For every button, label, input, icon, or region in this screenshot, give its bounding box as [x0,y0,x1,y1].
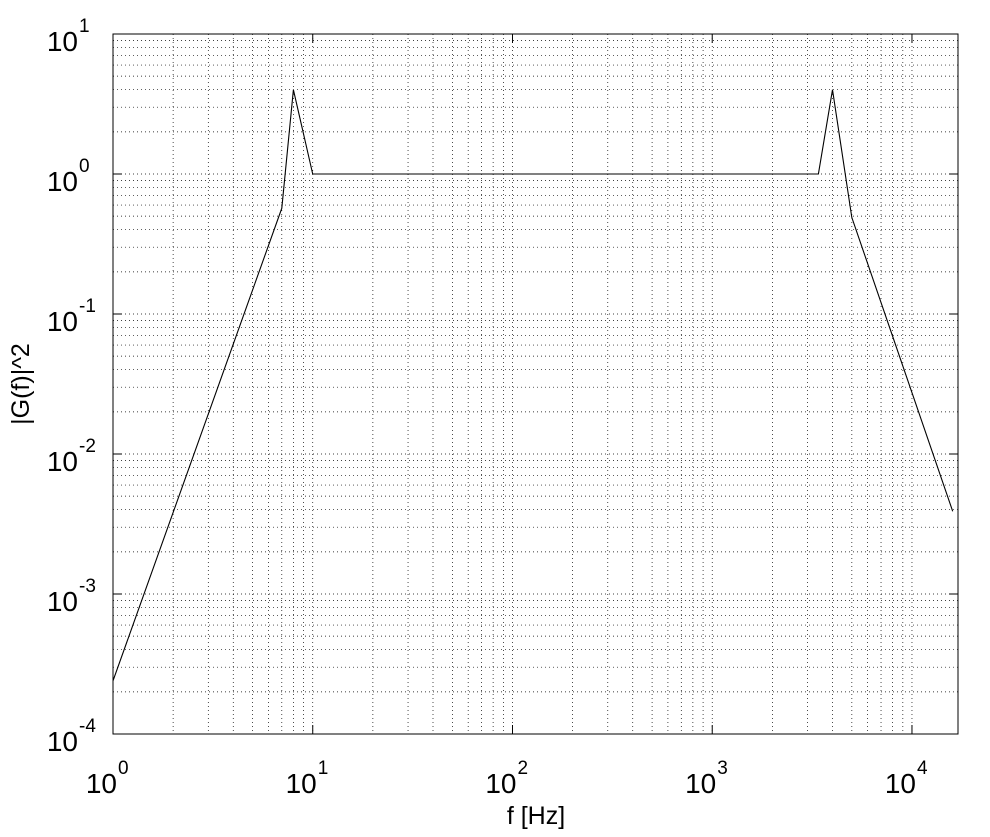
y-tick-label-base: 10 [47,586,78,617]
y-tick-label-base: 10 [47,306,78,337]
x-axis-label: f [Hz] [507,802,565,830]
y-tick-label-exponent: 1 [79,16,90,37]
y-tick-label: 10 -4 [47,716,96,757]
y-tick-label-base: 10 [47,26,78,57]
y-tick-label: 10 0 [47,156,90,197]
x-tick-label: 10 3 [685,758,728,799]
y-tick-label-exponent: -1 [79,296,96,317]
x-tick-label-base: 10 [885,768,916,799]
x-tick-label-base: 10 [286,768,317,799]
y-tick-label: 10 -1 [47,296,96,337]
x-tick-label: 10 0 [86,758,129,799]
plot-frame [112,33,959,735]
x-tick-label-exponent: 2 [517,758,528,779]
x-tick-label-exponent: 3 [717,758,728,779]
x-tick-label-base: 10 [86,768,117,799]
y-tick-label: 10 -3 [47,576,96,617]
plot-background [113,34,958,734]
y-tick-label-exponent: -4 [79,716,96,737]
x-tick-label: 10 2 [485,758,528,799]
y-tick-label-exponent: 0 [79,156,90,177]
series-line [112,89,954,681]
x-tick-label-exponent: 0 [118,758,129,779]
series-layer [112,89,954,681]
grid [113,34,958,734]
x-tick-label-exponent: 4 [917,758,928,779]
x-tick-labels: 10 0 10 1 10 2 10 3 10 4 [86,758,928,799]
x-tick-label-base: 10 [485,768,516,799]
tick-marks [112,33,958,735]
y-tick-label: 10 -2 [47,436,96,477]
y-tick-label-exponent: -2 [79,436,96,457]
x-tick-label: 10 4 [885,758,928,799]
x-tick-label-exponent: 1 [318,758,329,779]
y-tick-label-base: 10 [47,446,78,477]
x-tick-label: 10 1 [286,758,329,799]
x-tick-label-base: 10 [685,768,716,799]
y-tick-label-base: 10 [47,166,78,197]
y-axis-label: |G(f)|^2 [7,343,35,425]
y-tick-label: 10 1 [47,16,90,57]
y-tick-label-exponent: -3 [79,576,96,597]
y-tick-label-base: 10 [47,726,78,757]
